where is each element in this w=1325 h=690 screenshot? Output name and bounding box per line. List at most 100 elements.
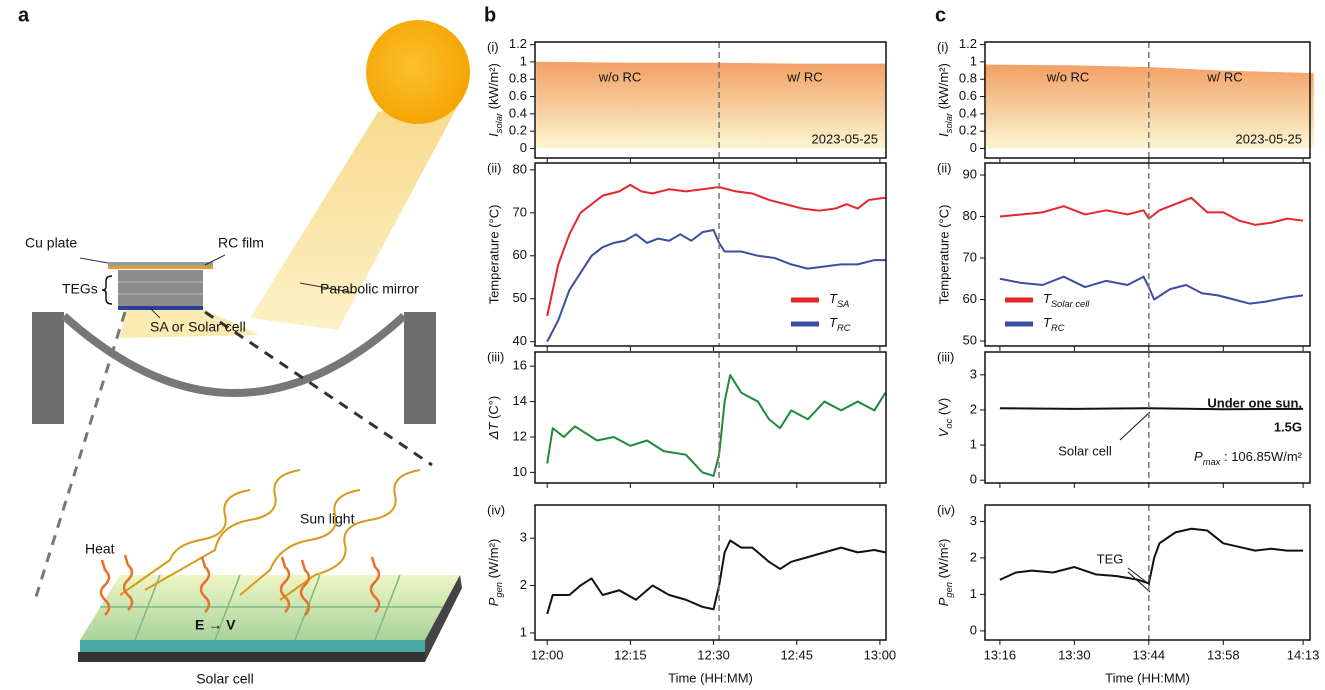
diagram-label: TEGs <box>62 281 98 297</box>
x-tick-label: 12:15 <box>614 647 647 662</box>
y-axis-label: Temperature (°C) <box>936 205 951 305</box>
y-tick-label: 0 <box>970 622 977 637</box>
y-tick-label: 1.2 <box>959 36 977 51</box>
plot-frame <box>534 351 887 484</box>
sun-light-arrows <box>119 469 421 601</box>
mirror-stand <box>404 312 436 424</box>
y-tick-label: 60 <box>963 291 977 306</box>
x-tick-label: 12:45 <box>780 647 813 662</box>
pointer <box>1119 411 1151 441</box>
panel-sub-label: (iii) <box>937 349 954 364</box>
diagram-label: Sun light <box>300 511 355 527</box>
x-tick-label: 14:13 <box>1287 647 1320 662</box>
y-tick-label: 40 <box>513 333 527 348</box>
y-tick-label: 0 <box>970 140 977 155</box>
x-tick-label: 12:00 <box>531 647 564 662</box>
panel-sub-label: (i) <box>487 39 499 54</box>
y-axis-label: Isolar (kW/m²) <box>936 63 954 137</box>
annotation: Solar cell <box>1058 443 1112 458</box>
series-line <box>546 539 886 615</box>
plot-frame <box>534 41 887 159</box>
cell-side <box>425 575 462 662</box>
plot-frame <box>984 162 1311 347</box>
annotation: Pmax : 106.85W/m² <box>1194 449 1303 467</box>
annotation: w/ RC <box>786 69 822 84</box>
diagram-label: E → V <box>195 617 236 633</box>
zoom-line <box>204 310 433 467</box>
annotation: 2023-05-25 <box>1236 131 1303 146</box>
y-axis-label: Voc (V) <box>936 398 954 438</box>
y-tick-label: 60 <box>513 247 527 262</box>
y-axis-label: Isolar (kW/m²) <box>486 63 504 137</box>
sun <box>366 20 470 124</box>
x-axis-label: Time (HH:MM) <box>668 670 753 685</box>
y-tick-label: 70 <box>963 249 977 264</box>
series-line <box>999 196 1304 226</box>
y-axis-label: Pgen (W/m²) <box>936 539 954 607</box>
y-tick-label: 2 <box>520 577 527 592</box>
panel-sub-label: (iii) <box>487 349 504 364</box>
x-tick-label: 13:16 <box>984 647 1017 662</box>
annotation: w/o RC <box>1046 69 1090 84</box>
pointer <box>204 254 226 266</box>
x-tick-label: 12:30 <box>697 647 730 662</box>
y-tick-label: 16 <box>513 358 527 373</box>
y-tick-label: 0.8 <box>959 71 977 86</box>
panel-sub-label: (i) <box>937 39 949 54</box>
pointer <box>149 307 161 319</box>
y-tick-label: 14 <box>513 393 527 408</box>
diagram-label: SA or Solar cell <box>150 319 246 335</box>
y-tick-label: 0.4 <box>509 105 527 120</box>
pointer <box>79 257 109 264</box>
brace <box>101 275 113 305</box>
y-tick-label: 50 <box>963 332 977 347</box>
y-tick-label: 2 <box>970 549 977 564</box>
x-axis-label: Time (HH:MM) <box>1105 670 1190 685</box>
annotation: TEG <box>1097 551 1124 566</box>
cell-layer <box>80 640 425 652</box>
annotation: 2023-05-25 <box>812 131 879 146</box>
x-tick-label: 13:58 <box>1207 647 1240 662</box>
legend-label: TRC <box>1043 315 1065 333</box>
plot-frame <box>984 351 1311 484</box>
diagram-label: Cu plate <box>25 235 77 251</box>
annotation: Under one sun, <box>1207 395 1302 410</box>
panel-sub-label: (iv) <box>487 502 505 517</box>
series-line <box>999 407 1304 411</box>
plot-frame <box>984 41 1311 159</box>
y-tick-label: 3 <box>520 530 527 545</box>
y-axis-label: Pgen (W/m²) <box>486 539 504 607</box>
y-tick-label: 12 <box>513 428 527 443</box>
y-tick-label: 0.2 <box>959 123 977 138</box>
x-tick-label: 13:30 <box>1058 647 1091 662</box>
cu-plate <box>108 262 213 266</box>
diagram-label: Heat <box>85 541 115 557</box>
y-tick-label: 90 <box>963 166 977 181</box>
y-tick-label: 1 <box>970 53 977 68</box>
y-tick-label: 0.4 <box>959 105 977 120</box>
y-tick-label: 0.6 <box>959 88 977 103</box>
mirror-stand <box>32 312 64 424</box>
y-tick-label: 3 <box>970 366 977 381</box>
pointer <box>1127 571 1151 593</box>
y-axis-label: Temperature (°C) <box>486 205 501 305</box>
y-tick-label: 3 <box>970 513 977 528</box>
plot-frame <box>534 162 887 347</box>
y-tick-label: 80 <box>963 208 977 223</box>
irradiance-area <box>536 61 886 149</box>
rc-film <box>108 266 213 269</box>
cell-base <box>78 652 425 662</box>
annotation: w/ RC <box>1206 69 1242 84</box>
y-tick-label: 0.2 <box>509 123 527 138</box>
panel-sub-label: (ii) <box>937 160 951 175</box>
y-axis-label: ΔT (C°) <box>486 396 501 441</box>
y-tick-label: 1 <box>970 437 977 452</box>
series-line <box>546 229 886 343</box>
legend-label: TRC <box>829 315 851 333</box>
cell-grid <box>100 574 442 641</box>
y-tick-label: 1.2 <box>509 36 527 51</box>
plot-frame <box>984 504 1311 641</box>
y-tick-label: 0.6 <box>509 88 527 103</box>
legend-label: TSolar cell <box>1043 291 1090 309</box>
